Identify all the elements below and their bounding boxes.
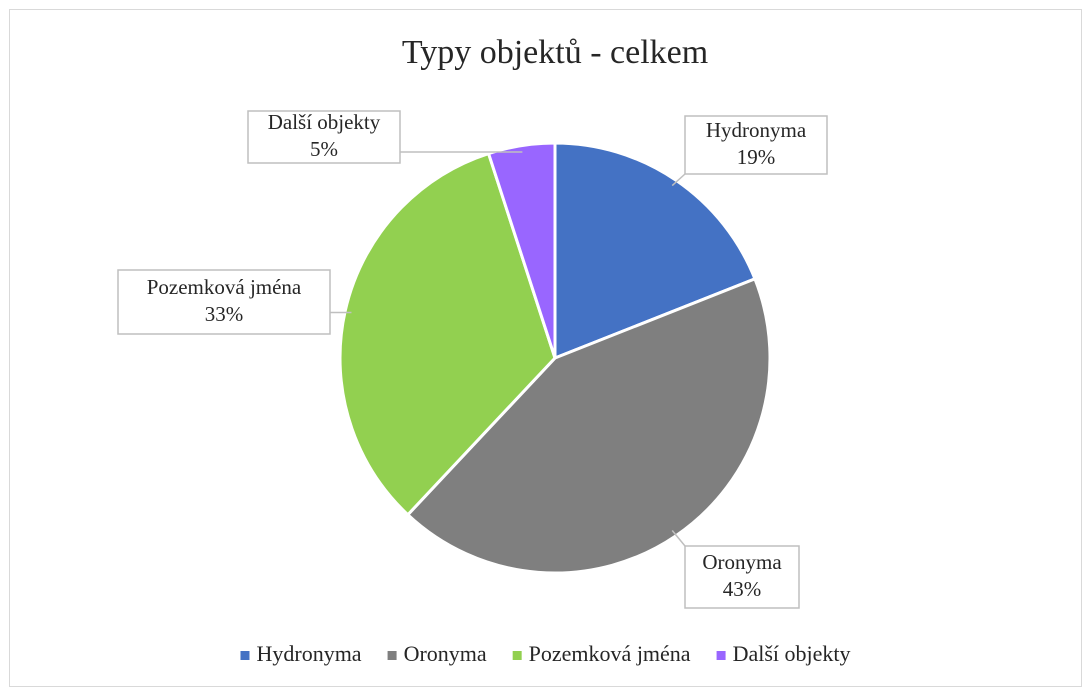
label-box [684, 545, 800, 609]
data-label-name: Oronyma [702, 550, 782, 574]
data-label-name: Další objekty [268, 110, 381, 134]
leader-line [671, 173, 686, 187]
legend-swatch [716, 651, 726, 660]
legend-label: Hydronyma [256, 641, 361, 666]
label-box [117, 269, 331, 335]
legend-label: Další objekty [733, 641, 851, 666]
legend-label: Pozemková jména [529, 641, 691, 666]
pie-slice [553, 141, 757, 361]
data-label-name: Pozemková jména [147, 275, 302, 299]
legend-swatch [512, 651, 522, 660]
leader-line [671, 530, 686, 547]
data-label-value: 33% [205, 302, 244, 326]
data-label-value: 43% [723, 577, 762, 601]
data-label-name: Hydronyma [706, 118, 807, 142]
label-box [684, 115, 828, 175]
legend-label: Oronyma [404, 641, 487, 666]
data-label-value: 5% [310, 137, 338, 161]
legend-swatch [240, 651, 250, 660]
data-label-value: 19% [737, 145, 776, 169]
pie-slice [338, 151, 557, 517]
label-box [247, 110, 401, 164]
legend-swatch [387, 651, 397, 660]
chart-title: Typy objektů - celkem [402, 34, 708, 71]
legend: Hydronyma Oronyma Pozemková jména Další obj… [240, 641, 851, 666]
pie-slice [486, 141, 557, 359]
